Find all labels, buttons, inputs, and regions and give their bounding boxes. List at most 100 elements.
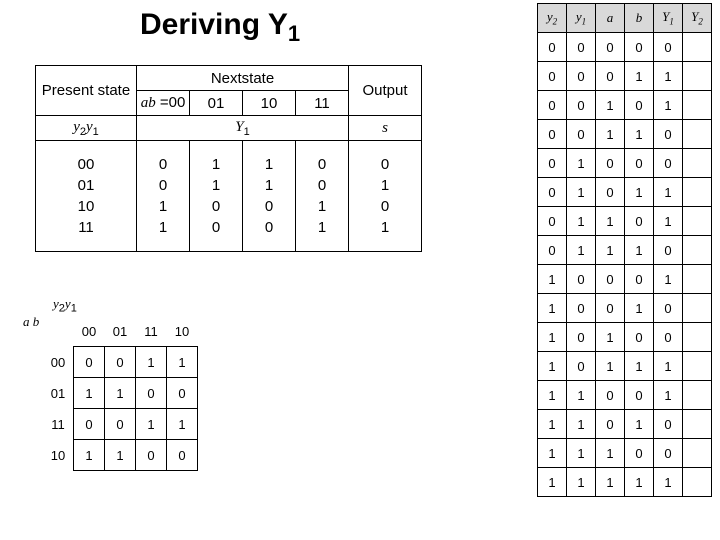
truth-cell: 0 bbox=[596, 381, 625, 410]
kmap-cell: 0 bbox=[105, 409, 136, 440]
truth-row: 00000 bbox=[538, 33, 712, 62]
truth-cell: 1 bbox=[654, 62, 683, 91]
truth-cell bbox=[683, 91, 712, 120]
truth-cell: 0 bbox=[538, 91, 567, 120]
truth-cell: 0 bbox=[654, 294, 683, 323]
truth-row: 01110 bbox=[538, 236, 712, 265]
nextstate-header: Nextstate bbox=[137, 66, 349, 91]
truth-cell: 0 bbox=[567, 33, 596, 62]
kmap-cell: 0 bbox=[74, 347, 105, 378]
truth-cell: 0 bbox=[625, 381, 654, 410]
truth-cell: 0 bbox=[596, 149, 625, 178]
truth-row: 10010 bbox=[538, 294, 712, 323]
truth-cell: 0 bbox=[596, 33, 625, 62]
truth-cell: 0 bbox=[538, 236, 567, 265]
truth-cell: 0 bbox=[538, 149, 567, 178]
truth-cell: 0 bbox=[654, 439, 683, 468]
kmap-cell: 1 bbox=[167, 347, 198, 378]
s-label: s bbox=[349, 116, 422, 141]
truth-cell: 0 bbox=[654, 120, 683, 149]
truth-cell bbox=[683, 323, 712, 352]
col-10: 10 bbox=[243, 91, 296, 116]
truth-cell: 0 bbox=[625, 265, 654, 294]
truth-cell: 1 bbox=[654, 207, 683, 236]
truth-row: 11001 bbox=[538, 381, 712, 410]
truth-cell: 0 bbox=[567, 120, 596, 149]
truth-cell: 1 bbox=[596, 352, 625, 381]
kmap-col-hdr: 10 bbox=[167, 316, 198, 347]
state-table: Present state Nextstate Output ab =00 01… bbox=[35, 65, 422, 252]
truth-cell: 1 bbox=[625, 410, 654, 439]
truth-cell: 1 bbox=[625, 62, 654, 91]
truth-cell: 0 bbox=[625, 33, 654, 62]
kmap-row-hdr: 11 bbox=[43, 409, 74, 440]
kmap-row-hdr: 00 bbox=[43, 347, 74, 378]
truth-cell: 1 bbox=[567, 468, 596, 497]
truth-cell: 1 bbox=[625, 294, 654, 323]
truth-cell: 0 bbox=[625, 323, 654, 352]
col-ab00: ab =00 bbox=[137, 91, 190, 116]
truth-cell: 0 bbox=[625, 439, 654, 468]
truth-cell: 0 bbox=[625, 149, 654, 178]
truth-cell: 1 bbox=[596, 468, 625, 497]
title-text: Deriving Y bbox=[140, 8, 288, 41]
col00-values: 0011 bbox=[137, 141, 190, 252]
kmap-col-hdr: 00 bbox=[74, 316, 105, 347]
truth-cell: 1 bbox=[654, 381, 683, 410]
truth-cell: 1 bbox=[538, 439, 567, 468]
truth-cell: 0 bbox=[567, 91, 596, 120]
kmap-cell: 0 bbox=[167, 378, 198, 409]
truth-row: 00101 bbox=[538, 91, 712, 120]
truth-cell: 1 bbox=[596, 120, 625, 149]
kmap: y2y1 a b 00 01 11 10 00 0 0 1 1 01 1 1 0… bbox=[25, 300, 198, 471]
truth-cell: 1 bbox=[625, 178, 654, 207]
truth-cell: 1 bbox=[538, 352, 567, 381]
truth-cell: 0 bbox=[654, 236, 683, 265]
truth-cell: 0 bbox=[596, 62, 625, 91]
kmap-cell: 0 bbox=[136, 440, 167, 471]
truth-cell: 0 bbox=[538, 178, 567, 207]
truth-cell bbox=[683, 149, 712, 178]
truth-cell: 0 bbox=[596, 294, 625, 323]
kmap-cell: 1 bbox=[136, 347, 167, 378]
truth-cell bbox=[683, 178, 712, 207]
Y1-label: Y1 bbox=[137, 116, 349, 141]
truth-cell: 1 bbox=[596, 91, 625, 120]
kmap-cell: 0 bbox=[167, 440, 198, 471]
truth-cell: 1 bbox=[538, 265, 567, 294]
kmap-cell: 1 bbox=[105, 378, 136, 409]
kmap-left-label: a b bbox=[23, 314, 39, 330]
truth-cell: 1 bbox=[538, 381, 567, 410]
truth-cell: 1 bbox=[567, 149, 596, 178]
truth-cell: 1 bbox=[538, 468, 567, 497]
truth-cell: 0 bbox=[567, 62, 596, 91]
truth-cell: 1 bbox=[596, 439, 625, 468]
kmap-row-hdr: 10 bbox=[43, 440, 74, 471]
present-state-header: Present state bbox=[36, 66, 137, 116]
truth-row: 10111 bbox=[538, 352, 712, 381]
y2y1-label: y2y1 bbox=[36, 116, 137, 141]
truth-cell bbox=[683, 265, 712, 294]
truth-cell: 0 bbox=[538, 62, 567, 91]
truth-cell bbox=[683, 410, 712, 439]
truth-cell: 1 bbox=[654, 178, 683, 207]
truth-cell: 1 bbox=[625, 468, 654, 497]
truth-cell: 0 bbox=[538, 33, 567, 62]
truth-cell bbox=[683, 120, 712, 149]
truth-row: 11111 bbox=[538, 468, 712, 497]
truth-cell: 0 bbox=[567, 352, 596, 381]
truth-cell: 1 bbox=[654, 91, 683, 120]
kmap-row-hdr: 01 bbox=[43, 378, 74, 409]
truth-cell: 1 bbox=[567, 236, 596, 265]
col-11: 11 bbox=[296, 91, 349, 116]
truth-cell bbox=[683, 294, 712, 323]
truth-cell: 0 bbox=[625, 91, 654, 120]
output-values: 0101 bbox=[349, 141, 422, 252]
truth-cell: 1 bbox=[654, 468, 683, 497]
kmap-cell: 1 bbox=[136, 409, 167, 440]
truth-cell bbox=[683, 33, 712, 62]
page-title: Deriving Y1 bbox=[140, 8, 300, 47]
title-sub: 1 bbox=[288, 21, 300, 46]
kmap-cell: 1 bbox=[167, 409, 198, 440]
truth-cell: 0 bbox=[654, 323, 683, 352]
